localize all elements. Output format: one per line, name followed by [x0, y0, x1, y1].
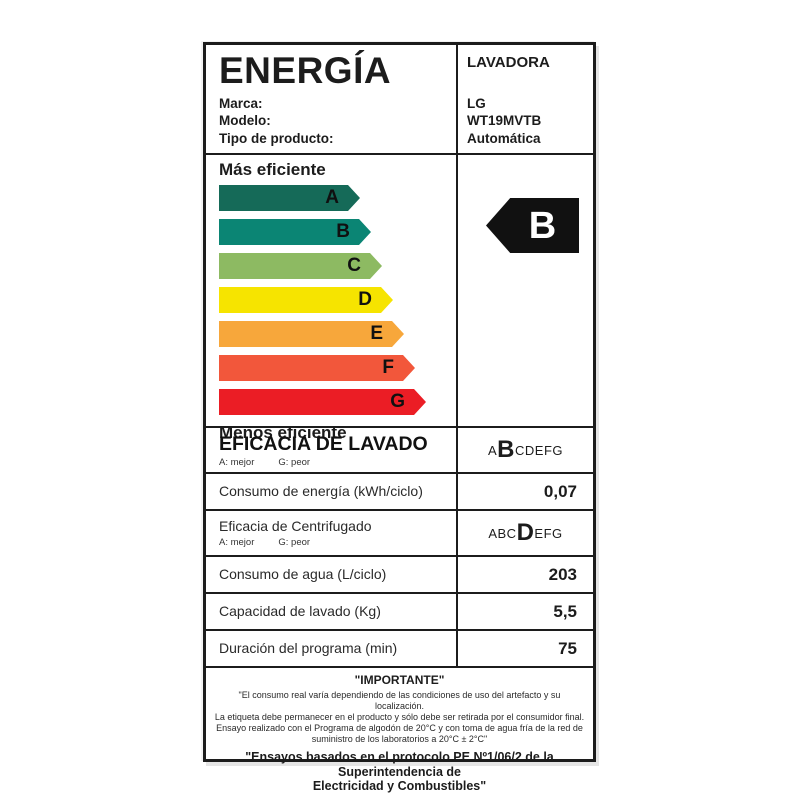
spec-rows: EFICACIA DE LAVADO A: mejor G: peor A B C D E F G…	[206, 428, 593, 668]
spec-row-left: Consumo de agua (L/ciclo)	[206, 557, 456, 592]
spec-row-left: Capacidad de lavado (Kg)	[206, 594, 456, 629]
energy-label: ENERGÍA Marca: Modelo: Tipo de producto: L…	[203, 42, 596, 793]
footer-small-text: "El consumo real varía dependiendo de la…	[214, 690, 585, 745]
legend-worst: G: peor	[278, 456, 311, 468]
grade-letter: E	[370, 323, 383, 344]
grade-bar-f: F	[219, 355, 415, 381]
field-values: LG WT19MVTB Automática	[467, 95, 593, 148]
spec-row-value-cell: 203	[456, 557, 593, 592]
footer-line: Ensayo realizado con el Programa de algo…	[216, 723, 583, 733]
header-left: ENERGÍA Marca: Modelo: Tipo de producto:	[206, 45, 456, 153]
grade-legend: A: mejor G: peor	[219, 537, 456, 548]
grade-bar-d: D	[219, 287, 393, 313]
spec-row-value-cell: 75	[456, 631, 593, 666]
rating-letter: B	[528, 204, 557, 247]
field-value: LG	[467, 95, 486, 111]
spec-row-label: Duración del programa (min)	[219, 640, 398, 656]
more-efficient-label: Más eficiente	[219, 160, 326, 179]
spec-row-label: Capacidad de lavado (Kg)	[219, 603, 381, 619]
grade-string-letter: G	[552, 525, 563, 541]
footer-line: suministro de los laboratorios a 20°C ± …	[311, 734, 488, 744]
spec-row-label: Consumo de energía (kWh/ciclo)	[219, 483, 423, 499]
grade-string-letter: B	[497, 525, 507, 541]
spec-row-value-cell: 5,5	[456, 594, 593, 629]
spec-row-left: EFICACIA DE LAVADO A: mejor G: peor	[206, 428, 456, 472]
footer-line: "El consumo real varía dependiendo de la…	[238, 690, 561, 711]
grade-string-letter: C	[506, 525, 517, 541]
field-value: WT19MVTB	[467, 113, 542, 128]
spec-row: Eficacia de Centrifugado A: mejor G: peor A…	[206, 511, 593, 557]
grade-letter: D	[358, 289, 372, 310]
grade-string-letter: E	[534, 525, 544, 541]
grade-legend: A: mejor G: peor	[219, 457, 456, 468]
spec-row-value: 5,5	[553, 601, 577, 621]
grade-letter: F	[382, 357, 394, 378]
spec-row-label: EFICACIA DE LAVADO	[219, 432, 428, 455]
grade-string-letter: C	[514, 442, 525, 458]
label-header: ENERGÍA Marca: Modelo: Tipo de producto: L…	[206, 45, 593, 155]
energy-title: ENERGÍA	[219, 50, 392, 91]
spec-row: Capacidad de lavado (Kg) 5,5	[206, 594, 593, 631]
protocol-line: "Ensayos basados en el protocolo PE Nº1/…	[245, 750, 554, 779]
header-right: LAVADORA LG WT19MVTB Automática	[456, 45, 593, 153]
grade-bar-e: E	[219, 321, 404, 347]
grade-string-letter: G	[552, 442, 564, 458]
field-label: Modelo:	[219, 113, 271, 128]
grade-letter: G	[390, 391, 405, 412]
spec-row-label: Eficacia de Centrifugado	[219, 518, 372, 534]
spec-row: Duración del programa (min) 75	[206, 631, 593, 668]
spec-row-value-cell: 0,07	[456, 474, 593, 509]
grade-bar-b: B	[219, 219, 371, 245]
protocol-line: Electricidad y Combustibles"	[312, 779, 487, 793]
spec-row-left: Eficacia de Centrifugado A: mejor G: peor	[206, 511, 456, 555]
field-value: Automática	[467, 130, 541, 146]
grade-letter: A	[325, 187, 339, 208]
grade-string-letter: D	[524, 442, 535, 458]
field-label: Tipo de producto:	[219, 130, 334, 146]
rating-arrow-icon: B	[486, 198, 579, 253]
legend-best: A: mejor	[219, 456, 255, 468]
grade-letter: C	[347, 255, 361, 276]
protocol-text: "Ensayos basados en el protocolo PE Nº1/…	[214, 750, 585, 794]
important-title: "IMPORTANTE"	[354, 673, 445, 687]
field-label: Marca:	[219, 95, 263, 111]
spec-row-value: 75	[558, 638, 577, 658]
grade-string-letter: A	[488, 525, 498, 541]
grade-bar-a: A	[219, 185, 360, 211]
grade-string-letter: A	[487, 442, 498, 458]
footer-line: La etiqueta debe permanecer en el produc…	[214, 712, 585, 722]
spec-row: Consumo de agua (L/ciclo) 203	[206, 557, 593, 594]
grade-letter: B	[336, 221, 350, 242]
product-type: LAVADORA	[467, 54, 550, 71]
spec-row-value: 0,07	[543, 481, 577, 501]
legend-best: A: mejor	[219, 537, 255, 548]
grade-string-letter-highlight: D	[516, 519, 535, 546]
grade-string-letter: F	[543, 525, 553, 541]
spec-row-label: Consumo de agua (L/ciclo)	[219, 566, 387, 582]
spec-row-value: 203	[548, 564, 577, 584]
spec-row: Consumo de energía (kWh/ciclo) 0,07	[206, 474, 593, 511]
grade-string-letter-highlight: B	[497, 436, 515, 463]
spec-row-left: Consumo de energía (kWh/ciclo)	[206, 474, 456, 509]
legend-worst: G: peor	[278, 537, 311, 548]
less-efficient-label: Menos eficiente	[219, 423, 347, 442]
footer-note: "IMPORTANTE" "El consumo real varía depe…	[206, 668, 593, 798]
rating-cell: B	[458, 155, 593, 426]
spec-row-left: Duración del programa (min)	[206, 631, 456, 666]
grade-bar-c: C	[219, 253, 382, 279]
grade-bar-g: G	[219, 389, 426, 415]
field-labels: Marca: Modelo: Tipo de producto:	[219, 95, 456, 148]
grade-string-letter: F	[543, 442, 553, 458]
spec-row: EFICACIA DE LAVADO A: mejor G: peor A B C D E F G	[206, 428, 593, 474]
grade-string-letter: E	[534, 442, 544, 458]
